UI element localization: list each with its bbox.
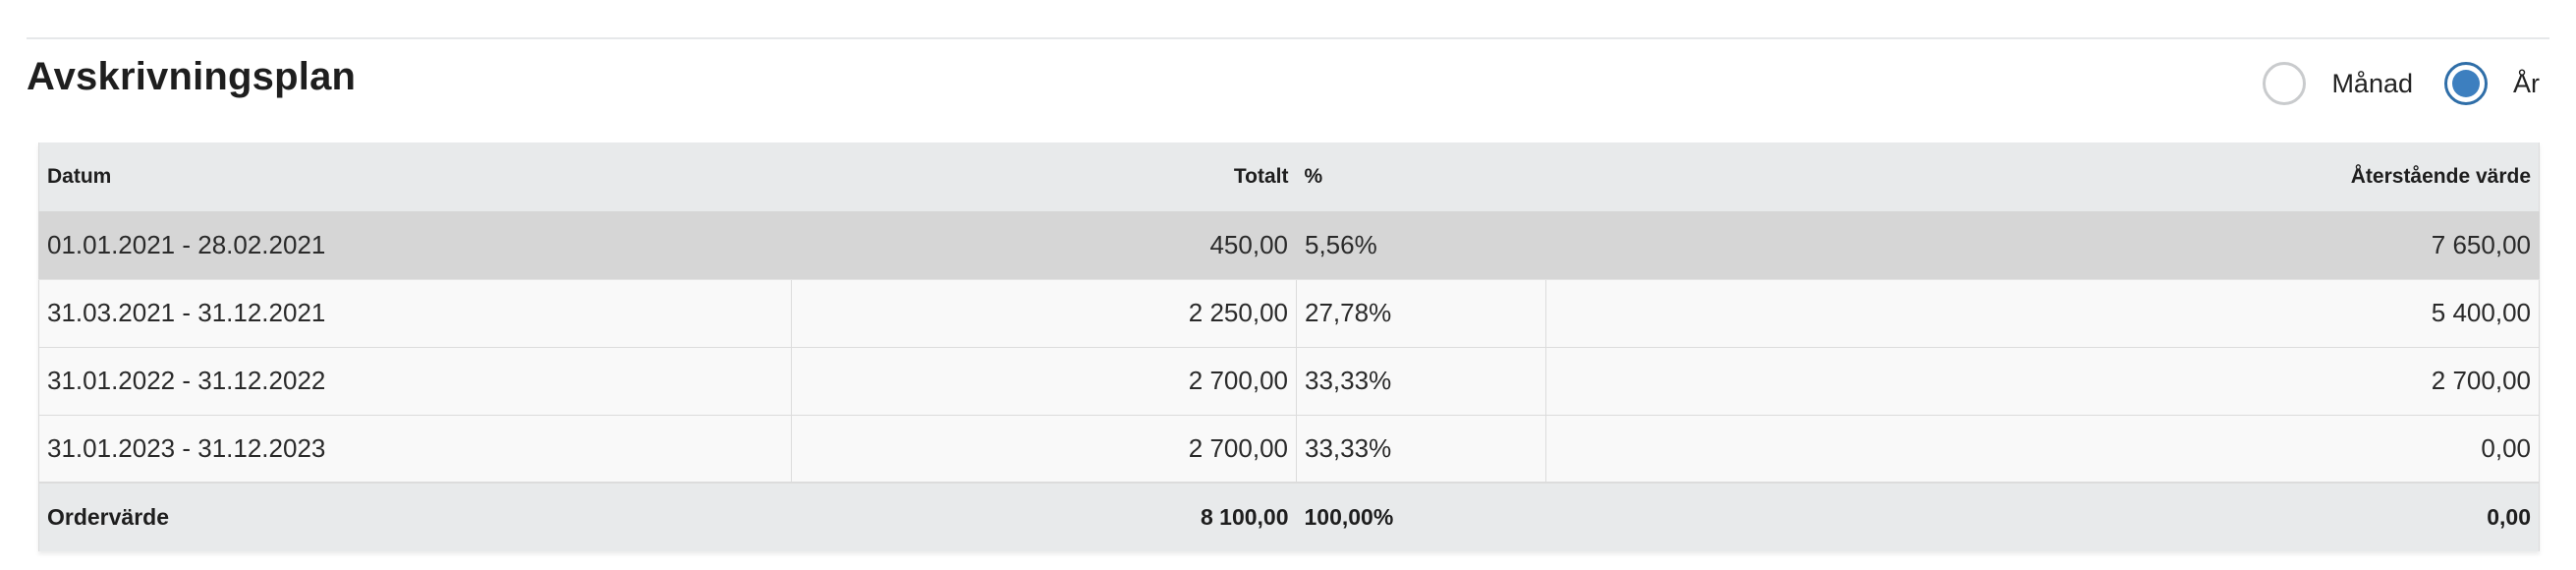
table-row[interactable]: 01.01.2021 - 28.02.2021 450,00 5,56% 7 6… [38,210,2540,280]
radio-option-year[interactable]: År [2444,62,2540,105]
cell-percent: 33,33% [1296,346,1546,416]
radio-option-month[interactable]: Månad [2263,62,2413,105]
radio-month-circle-icon[interactable] [2263,62,2307,105]
footer-remaining: 0,00 [1545,482,2540,551]
footer-label: Ordervärde [38,482,792,551]
column-header-total[interactable]: Totalt [1233,164,1289,188]
column-header-remaining[interactable]: Återstående värde [2350,164,2531,188]
cell-total: 2 250,00 [791,278,1297,348]
table-footer-row: Ordervärde 8 100,00 100,00% 0,00 [38,482,2540,551]
section-divider [27,37,2549,39]
cell-remaining: 2 700,00 [1545,346,2540,416]
page-title: Avskrivningsplan [27,55,357,98]
table-row[interactable]: 31.01.2023 - 31.12.2023 2 700,00 33,33% … [38,414,2540,484]
cell-date: 31.03.2021 - 31.12.2021 [38,278,792,348]
cell-remaining: 7 650,00 [1545,210,2540,280]
radio-selected-dot-icon [2452,70,2480,97]
cell-percent: 5,56% [1296,210,1546,280]
cell-total: 450,00 [791,210,1297,280]
cell-remaining: 5 400,00 [1545,278,2540,348]
cell-date: 31.01.2022 - 31.12.2022 [38,346,792,416]
period-toggle: Månad År [2263,57,2540,110]
radio-month-label[interactable]: Månad [2331,68,2413,98]
column-header-percent[interactable]: % [1304,164,1323,188]
table-row[interactable]: 31.01.2022 - 31.12.2022 2 700,00 33,33% … [38,346,2540,416]
cell-remaining: 0,00 [1545,414,2540,484]
table-row[interactable]: 31.03.2021 - 31.12.2021 2 250,00 27,78% … [38,278,2540,348]
depreciation-table: Datum Totalt % Återstående värde 01.01.2… [38,142,2540,551]
cell-date: 31.01.2023 - 31.12.2023 [38,414,792,484]
footer-percent: 100,00% [1296,482,1546,551]
radio-year-circle-icon[interactable] [2444,62,2488,105]
footer-total: 8 100,00 [791,482,1297,551]
cell-total: 2 700,00 [791,414,1297,484]
cell-date: 01.01.2021 - 28.02.2021 [38,210,792,280]
column-header-date[interactable]: Datum [47,164,112,188]
radio-year-label[interactable]: År [2513,68,2540,98]
cell-total: 2 700,00 [791,346,1297,416]
cell-percent: 27,78% [1296,278,1546,348]
cell-percent: 33,33% [1296,414,1546,484]
table-header-row: Datum Totalt % Återstående värde [38,142,2540,211]
